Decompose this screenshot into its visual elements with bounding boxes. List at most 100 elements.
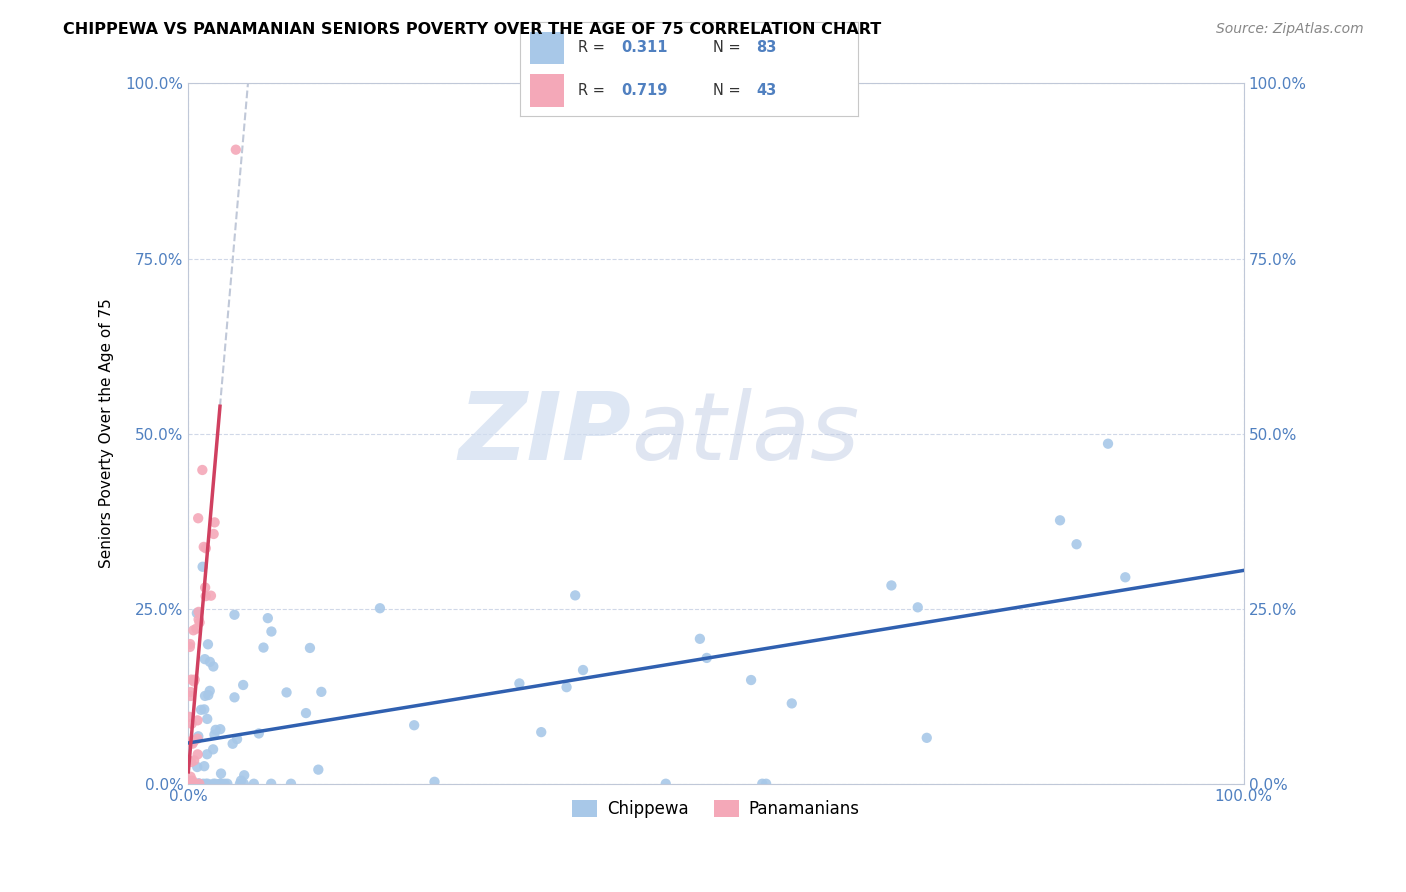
- Point: [232, 678, 254, 692]
- Point: [193, 540, 215, 554]
- Point: [194, 689, 217, 703]
- Point: [780, 697, 803, 711]
- FancyBboxPatch shape: [530, 74, 564, 107]
- Point: [915, 731, 938, 745]
- Point: [368, 601, 391, 615]
- Text: 83: 83: [756, 40, 776, 55]
- Point: [187, 605, 209, 619]
- Point: [226, 732, 249, 747]
- Point: [655, 777, 678, 791]
- Point: [209, 777, 232, 791]
- Text: R =: R =: [578, 40, 609, 55]
- Point: [298, 640, 321, 655]
- Point: [193, 777, 215, 791]
- Point: [184, 777, 207, 791]
- Point: [193, 759, 215, 773]
- Text: N =: N =: [713, 40, 745, 55]
- Point: [186, 731, 208, 746]
- Point: [193, 702, 215, 716]
- Point: [180, 755, 202, 769]
- Point: [180, 770, 202, 784]
- Point: [179, 637, 201, 651]
- Point: [740, 673, 762, 687]
- Point: [186, 714, 208, 728]
- Point: [1049, 513, 1071, 527]
- Point: [198, 683, 221, 698]
- Point: [221, 737, 243, 751]
- Point: [179, 777, 201, 791]
- Point: [260, 777, 283, 791]
- Point: [179, 777, 201, 791]
- Point: [195, 747, 218, 762]
- Point: [181, 737, 204, 751]
- Point: [572, 663, 595, 677]
- Point: [188, 615, 211, 630]
- Point: [194, 541, 217, 556]
- Point: [260, 624, 283, 639]
- Point: [194, 581, 217, 595]
- Point: [179, 777, 201, 791]
- Point: [180, 777, 202, 791]
- FancyBboxPatch shape: [530, 32, 564, 64]
- Point: [183, 624, 205, 638]
- Point: [211, 777, 233, 791]
- Point: [202, 659, 225, 673]
- Point: [224, 607, 246, 622]
- Point: [188, 777, 211, 791]
- Point: [191, 463, 214, 477]
- Point: [689, 632, 711, 646]
- Text: 43: 43: [756, 83, 776, 98]
- Point: [204, 777, 226, 791]
- Point: [907, 600, 929, 615]
- Point: [186, 760, 208, 774]
- Point: [179, 710, 201, 724]
- Point: [256, 611, 278, 625]
- Point: [1114, 570, 1136, 584]
- Point: [180, 716, 202, 731]
- Point: [191, 559, 214, 574]
- Point: [755, 777, 778, 791]
- Point: [295, 706, 318, 720]
- Point: [311, 685, 333, 699]
- Point: [280, 777, 302, 791]
- Point: [404, 718, 426, 732]
- Point: [181, 777, 204, 791]
- Point: [530, 725, 553, 739]
- Point: [187, 777, 209, 791]
- Point: [194, 589, 217, 603]
- Point: [188, 777, 211, 791]
- Point: [186, 622, 208, 636]
- Point: [508, 676, 530, 690]
- Point: [187, 612, 209, 626]
- Point: [209, 777, 232, 791]
- Point: [195, 712, 218, 726]
- Point: [183, 753, 205, 767]
- Point: [180, 689, 202, 703]
- Point: [197, 688, 219, 702]
- Point: [183, 674, 205, 689]
- Point: [180, 673, 202, 687]
- Point: [229, 777, 252, 791]
- Point: [179, 640, 201, 654]
- Point: [187, 747, 209, 762]
- Point: [187, 777, 209, 791]
- Point: [229, 773, 252, 788]
- Point: [225, 143, 247, 157]
- Point: [180, 685, 202, 699]
- Point: [224, 690, 246, 705]
- Point: [214, 777, 236, 791]
- Point: [197, 637, 219, 651]
- Point: [179, 734, 201, 748]
- Point: [252, 640, 274, 655]
- Text: 0.719: 0.719: [621, 83, 668, 98]
- Point: [217, 777, 239, 791]
- Point: [187, 729, 209, 743]
- Point: [209, 722, 232, 736]
- Text: atlas: atlas: [631, 388, 860, 479]
- Text: CHIPPEWA VS PANAMANIAN SENIORS POVERTY OVER THE AGE OF 75 CORRELATION CHART: CHIPPEWA VS PANAMANIAN SENIORS POVERTY O…: [63, 22, 882, 37]
- Point: [200, 589, 222, 603]
- Point: [696, 651, 718, 665]
- Point: [202, 742, 225, 756]
- Point: [202, 527, 225, 541]
- Point: [179, 777, 201, 791]
